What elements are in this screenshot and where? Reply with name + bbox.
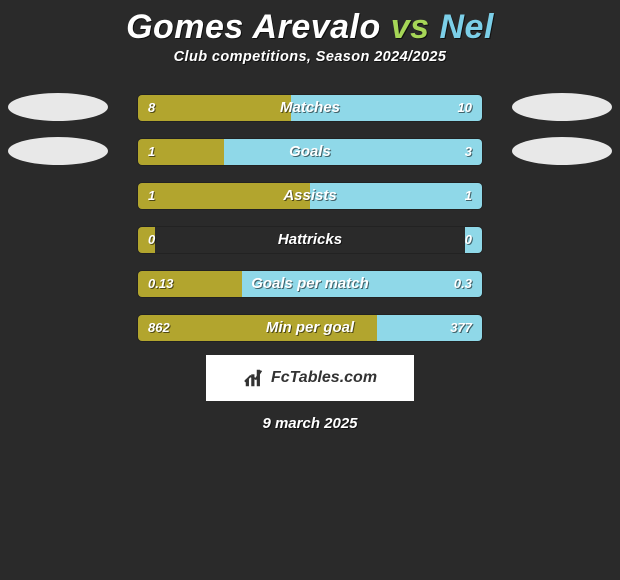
stat-bar-right [224, 139, 482, 165]
stat-value-right: 377 [450, 315, 472, 341]
stat-row: Hattricks00 [0, 215, 620, 259]
stat-rows: Matches810Goals13Assists11Hattricks00Goa… [0, 83, 620, 347]
source-text: FcTables.com [271, 369, 377, 387]
source-badge[interactable]: FcTables.com [206, 355, 414, 401]
stat-bar-right [242, 271, 482, 297]
title-vs: vs [391, 8, 430, 46]
stat-value-left: 8 [148, 95, 155, 121]
stat-bar [138, 139, 482, 165]
stat-value-right: 0.3 [454, 271, 472, 297]
stat-value-left: 0 [148, 227, 155, 253]
stat-value-left: 1 [148, 183, 155, 209]
stat-bar [138, 183, 482, 209]
stat-bar [138, 95, 482, 121]
stat-value-right: 1 [465, 183, 472, 209]
title-player2: Nel [440, 8, 494, 46]
stat-row: Matches810 [0, 83, 620, 127]
subtitle: Club competitions, Season 2024/2025 [0, 49, 620, 65]
stat-value-right: 10 [458, 95, 472, 121]
stat-value-left: 0.13 [148, 271, 173, 297]
stat-bar [138, 227, 482, 253]
team-logo-left [8, 137, 108, 165]
stat-value-left: 1 [148, 139, 155, 165]
title-player1: Gomes Arevalo [126, 8, 381, 46]
team-logo-right [512, 137, 612, 165]
chart-icon [243, 367, 265, 389]
stat-row: Goals13 [0, 127, 620, 171]
stat-value-left: 862 [148, 315, 170, 341]
stat-bar-left [138, 315, 377, 341]
page-title: Gomes Arevalo vs Nel [0, 8, 620, 47]
stat-row: Min per goal862377 [0, 303, 620, 347]
team-logo-right [512, 93, 612, 121]
stat-row: Assists11 [0, 171, 620, 215]
comparison-card: Gomes Arevalo vs Nel Club competitions, … [0, 8, 620, 580]
stat-bar [138, 271, 482, 297]
stat-bar-right [310, 183, 482, 209]
stat-bar-right [291, 95, 482, 121]
stat-bar-left [138, 95, 291, 121]
footer-date: 9 march 2025 [0, 415, 620, 432]
stat-value-right: 0 [465, 227, 472, 253]
stat-bar-left [138, 183, 310, 209]
stat-value-right: 3 [465, 139, 472, 165]
team-logo-left [8, 93, 108, 121]
stat-bar [138, 315, 482, 341]
stat-row: Goals per match0.130.3 [0, 259, 620, 303]
